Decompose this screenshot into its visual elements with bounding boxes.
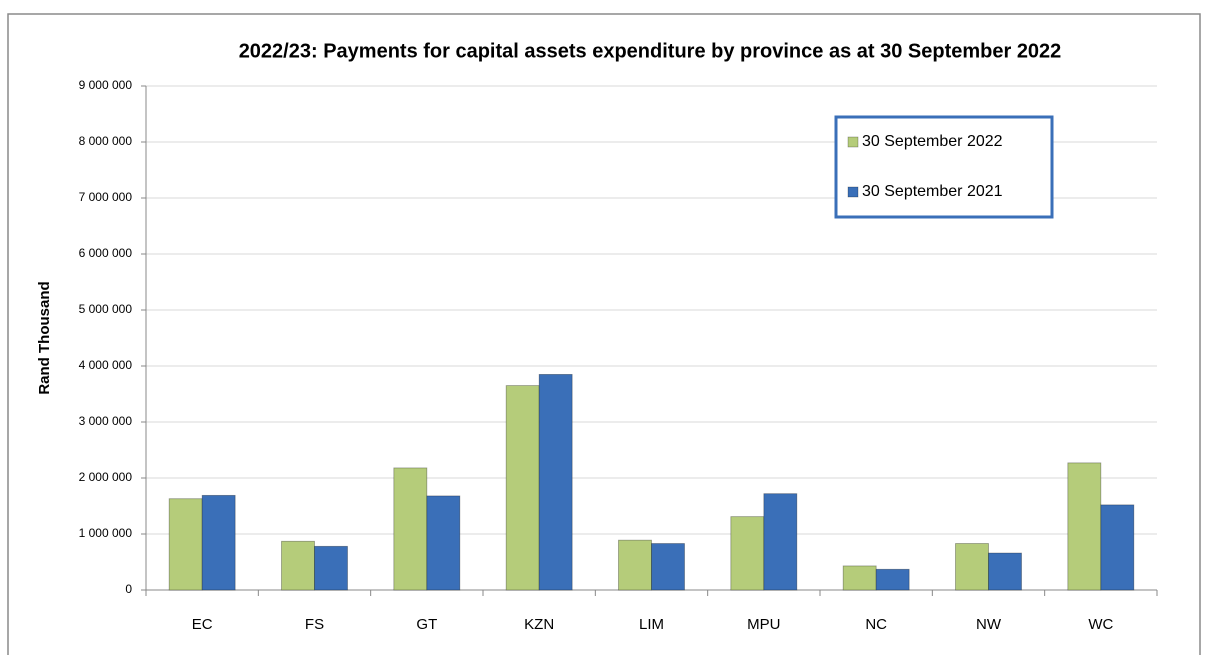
legend-label: 30 September 2022 bbox=[862, 133, 1003, 150]
x-tick-label: FS bbox=[305, 616, 324, 633]
x-tick-label: MPU bbox=[747, 616, 780, 633]
bar bbox=[651, 543, 685, 591]
y-tick-label: 8 000 000 bbox=[79, 134, 133, 148]
legend-swatch bbox=[847, 186, 859, 198]
y-tick-label: 0 bbox=[125, 582, 132, 596]
x-tick-label: NW bbox=[976, 616, 1002, 633]
bar bbox=[281, 540, 315, 591]
bar bbox=[1100, 504, 1135, 591]
y-tick-label: 1 000 000 bbox=[79, 526, 133, 540]
bar bbox=[730, 516, 765, 591]
bar bbox=[875, 568, 910, 591]
bar bbox=[201, 494, 236, 591]
x-tick-label: NC bbox=[865, 616, 887, 633]
bar bbox=[168, 498, 203, 591]
bar bbox=[393, 467, 428, 591]
chart-title: 2022/23: Payments for capital assets exp… bbox=[239, 40, 1062, 62]
legend-label: 30 September 2021 bbox=[862, 183, 1003, 200]
x-tick-label: GT bbox=[416, 616, 437, 633]
y-tick-label: 4 000 000 bbox=[79, 358, 133, 372]
bar bbox=[988, 552, 1022, 591]
x-tick-label: LIM bbox=[639, 616, 664, 633]
y-tick-label: 7 000 000 bbox=[79, 190, 133, 204]
y-tick-label: 3 000 000 bbox=[79, 414, 133, 428]
bar bbox=[763, 493, 798, 591]
legend-box bbox=[834, 115, 1054, 219]
y-tick-label: 6 000 000 bbox=[79, 246, 133, 260]
bar bbox=[842, 565, 877, 591]
y-tick-label: 5 000 000 bbox=[79, 302, 133, 316]
bar bbox=[955, 543, 989, 591]
x-tick-label: WC bbox=[1088, 616, 1113, 633]
legend-swatch bbox=[847, 136, 859, 148]
y-axis-label: Rand Thousand bbox=[36, 281, 53, 394]
x-tick-label: KZN bbox=[524, 616, 554, 633]
bar bbox=[538, 373, 573, 591]
y-tick-label: 2 000 000 bbox=[79, 470, 133, 484]
bar bbox=[618, 539, 652, 591]
y-tick-label: 9 000 000 bbox=[79, 78, 133, 92]
bar bbox=[505, 385, 540, 591]
bar bbox=[1067, 462, 1102, 591]
legend: 30 September 2022 30 September 2021 bbox=[834, 115, 1054, 219]
bar bbox=[314, 545, 348, 591]
bar bbox=[426, 495, 461, 591]
x-tick-label: EC bbox=[192, 616, 213, 633]
